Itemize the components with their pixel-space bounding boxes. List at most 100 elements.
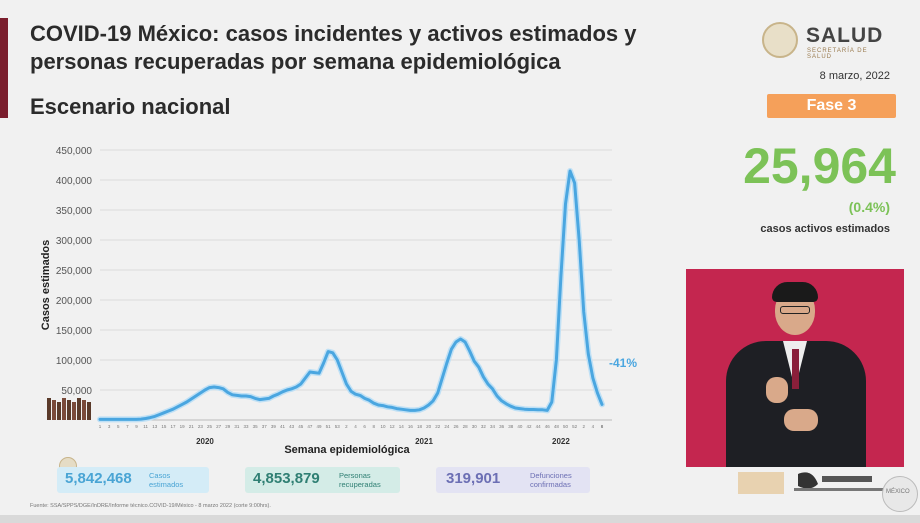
x-tick-label: 17: [171, 424, 177, 429]
accent-bar: [0, 18, 8, 118]
figure-shape: [77, 398, 81, 420]
source-note: Fuente: SSA/SPPS/DGE/InDRE/Informe técni…: [30, 503, 271, 509]
x-tick-label: 40: [517, 424, 523, 429]
page-title: COVID-19 México: casos incidentes y acti…: [30, 21, 637, 74]
figure-shape: [47, 398, 51, 420]
x-tick-label: 25: [207, 424, 213, 429]
stat-value: 5,842,468: [65, 470, 132, 487]
year-label: 2022: [552, 437, 570, 446]
active-cases-value: 25,964: [743, 138, 896, 194]
x-tick-label: 23: [198, 424, 204, 429]
government-seal-icon: MÉXICO: [882, 476, 918, 512]
x-tick-label: 31: [234, 424, 240, 429]
report-date: 8 marzo, 2022: [819, 70, 890, 82]
x-tick-label: 53: [335, 424, 341, 429]
interpreter-hand: [766, 377, 788, 403]
x-tick-label: 48: [554, 424, 560, 429]
x-tick-label: 49: [317, 424, 323, 429]
cases-chart-svg: 50,000 100,000 150,000 200,000 250,000 300,00…: [40, 146, 637, 456]
x-tick-label: 28: [463, 424, 469, 429]
x-tick-label: 26: [453, 424, 459, 429]
x-tick-label: 6: [601, 424, 604, 429]
x-tick-label: 15: [161, 424, 167, 429]
x-tick-label: 34: [490, 424, 496, 429]
logo-tagline: SECRETARÍA DE SALUD: [807, 48, 868, 60]
x-tick-label: 33: [244, 424, 250, 429]
x-tick-label: 4: [354, 424, 357, 429]
phase-badge: Fase 3: [767, 94, 896, 118]
x-tick-label: 43: [289, 424, 295, 429]
y-tick-label: 250,000: [56, 266, 93, 277]
x-tick-label: 50: [563, 424, 569, 429]
magon-year-logo: [738, 472, 884, 494]
x-tick-label: 10: [380, 424, 386, 429]
x-tick-label: 24: [444, 424, 450, 429]
page-subtitle: Escenario nacional: [30, 94, 231, 119]
year-label: 2021: [415, 437, 433, 446]
x-tick-label: 5: [117, 424, 120, 429]
x-tick-label: 30: [472, 424, 478, 429]
y-tick-label: 450,000: [56, 146, 93, 157]
x-tick-label: 38: [508, 424, 514, 429]
x-tick-label: 36: [499, 424, 505, 429]
x-tick-label: 2: [582, 424, 585, 429]
x-tick-label: 1: [99, 424, 102, 429]
salud-logo: SALUD SECRETARÍA DE SALUD: [762, 22, 892, 62]
y-axis-title: Casos estimados: [40, 240, 52, 330]
x-tick-label: 45: [298, 424, 304, 429]
x-tick-label: 4: [592, 424, 595, 429]
x-tick-label: 37: [262, 424, 268, 429]
x-tick-label: 12: [390, 424, 396, 429]
y-tick-label: 200,000: [56, 296, 93, 307]
bottom-strip: [0, 515, 920, 523]
stat-label: Casos estimados: [149, 471, 184, 489]
cases-chart: 50,000 100,000 150,000 200,000 250,000 300,00…: [0, 130, 680, 470]
x-tick-label: 21: [189, 424, 195, 429]
interpreter-hand: [784, 409, 818, 431]
x-tick-label: 11: [143, 424, 148, 429]
x-tick-label: 44: [536, 424, 542, 429]
figure-shape: [62, 398, 66, 420]
x-tick-label: 3: [108, 424, 111, 429]
x-tick-label: 22: [435, 424, 441, 429]
stat-deaths: 319,901 Defunciones confirmadas: [436, 467, 590, 493]
x-tick-label: 7: [126, 424, 129, 429]
stat-value: 319,901: [446, 470, 501, 487]
interpreter-hair: [772, 282, 818, 302]
interpreter-glasses: [780, 306, 810, 314]
x-axis-title: Semana epidemiológica: [284, 444, 410, 456]
x-tick-label: 29: [225, 424, 231, 429]
x-tick-label: 51: [326, 424, 332, 429]
x-tick-label: 8: [601, 424, 604, 429]
trend-annotation: -41%: [609, 356, 637, 370]
y-tick-label: 50,000: [61, 386, 92, 397]
x-tick-label: 46: [545, 424, 551, 429]
x-tick-label: 14: [399, 424, 405, 429]
x-tick-label: 8: [373, 424, 376, 429]
x-tick-label: 18: [417, 424, 423, 429]
stat-label: Personas recuperadas: [339, 471, 381, 489]
figure-shape: [57, 402, 61, 420]
figure-shape: [72, 402, 76, 420]
year-label: 2020: [196, 437, 214, 446]
x-tick-label: 2: [345, 424, 348, 429]
y-tick-label: 100,000: [56, 356, 93, 367]
series-line-glow: [97, 168, 605, 423]
sign-language-interpreter: [686, 269, 904, 467]
interpreter-tie: [792, 349, 799, 389]
seal-text: MÉXICO: [886, 489, 910, 495]
stat-label: Defunciones confirmadas: [530, 471, 572, 489]
x-tick-label: 9: [135, 424, 138, 429]
x-tick-label: 52: [572, 424, 578, 429]
x-tick-label: 27: [216, 424, 222, 429]
national-seal-icon: [762, 22, 798, 58]
x-tick-label: 32: [481, 424, 487, 429]
stat-estimated-cases: 5,842,468 Casos estimados: [57, 467, 209, 493]
series-line: [98, 169, 604, 421]
x-tick-label: 16: [408, 424, 414, 429]
figure-shape: [87, 402, 91, 420]
x-tick-label: 13: [152, 424, 158, 429]
x-tick-label: 41: [280, 424, 286, 429]
y-tick-label: 150,000: [56, 326, 93, 337]
